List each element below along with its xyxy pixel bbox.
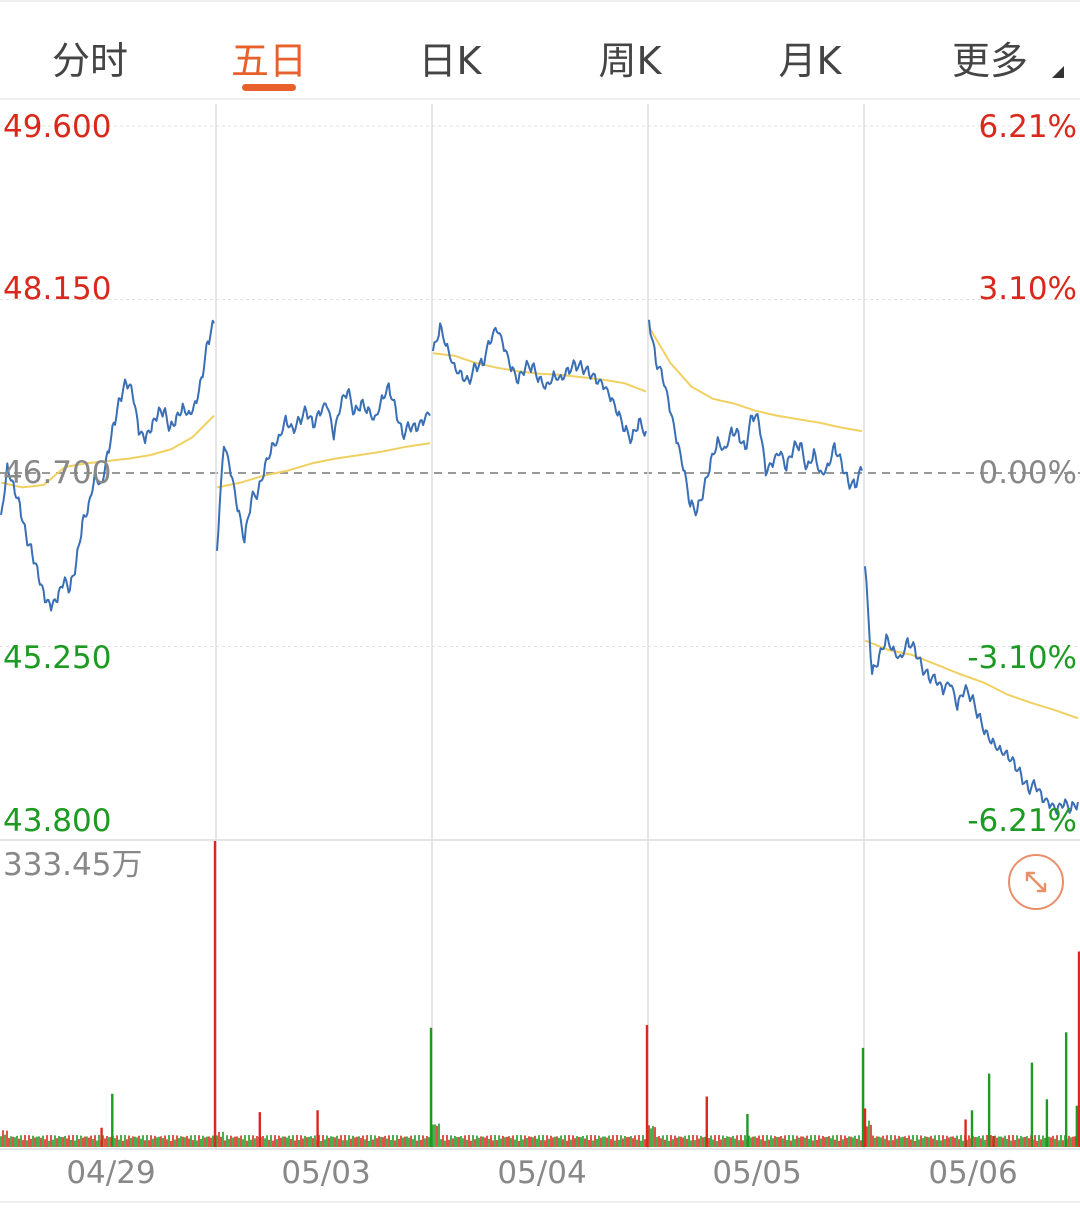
avg-line-segment (0, 414, 215, 489)
date-tick-label: 05/05 (712, 1155, 801, 1191)
price-line-segment (432, 322, 647, 445)
price-tick-label: 46.700 (3, 455, 111, 491)
date-tick-label: 05/06 (928, 1155, 1017, 1191)
date-tick-label: 05/04 (497, 1155, 586, 1191)
tab-more[interactable]: 更多 (951, 39, 1029, 83)
percent-tick-label: 6.21% (979, 109, 1077, 145)
price-tick-label: 49.600 (3, 109, 111, 145)
date-tick-label: 04/29 (66, 1155, 155, 1191)
tab-daily-k[interactable]: 日K (418, 39, 482, 83)
tab-five-day[interactable]: 五日 (230, 39, 308, 83)
avg-line-segment (648, 326, 863, 433)
percent-tick-label: 3.10% (979, 271, 1077, 307)
percent-tick-label: -6.21% (967, 803, 1077, 839)
price-line-segment (864, 566, 1079, 815)
fullscreen-expand-button[interactable] (1008, 854, 1064, 910)
volume-max-label: 333.45万 (3, 847, 142, 883)
expand-arrows-icon (1025, 871, 1047, 893)
tab-intraday[interactable]: 分时 (51, 39, 129, 83)
price-line-segment (648, 319, 863, 517)
period-tab-bar: 分时 五日 日K 周K 月K 更多 (0, 0, 1080, 100)
five-day-chart[interactable]: 49.600 48.150 46.700 45.250 43.800 6.21%… (0, 100, 1080, 1212)
tab-weekly-k[interactable]: 周K (598, 39, 662, 83)
price-line-segment (216, 382, 431, 551)
axis-labels: 49.600 48.150 46.700 45.250 43.800 6.21%… (3, 109, 1077, 1191)
price-line-segment (0, 319, 215, 612)
more-dropdown-caret-icon[interactable] (1052, 66, 1064, 78)
volume-bars (0, 841, 1080, 1147)
percent-tick-label: 0.00% (979, 455, 1077, 491)
tab-monthly-k[interactable]: 月K (778, 39, 842, 83)
price-tick-label: 48.150 (3, 271, 111, 307)
chart-grid (0, 104, 1080, 1203)
price-tick-label: 43.800 (3, 803, 111, 839)
average-price-line (0, 326, 1079, 720)
date-tick-label: 05/03 (281, 1155, 370, 1191)
avg-line-segment (432, 352, 647, 393)
avg-line-segment (216, 442, 431, 489)
active-tab-indicator (242, 84, 296, 91)
percent-tick-label: -3.10% (967, 640, 1077, 676)
price-line (0, 319, 1079, 815)
avg-line-segment (864, 639, 1079, 720)
price-tick-label: 45.250 (3, 640, 111, 676)
